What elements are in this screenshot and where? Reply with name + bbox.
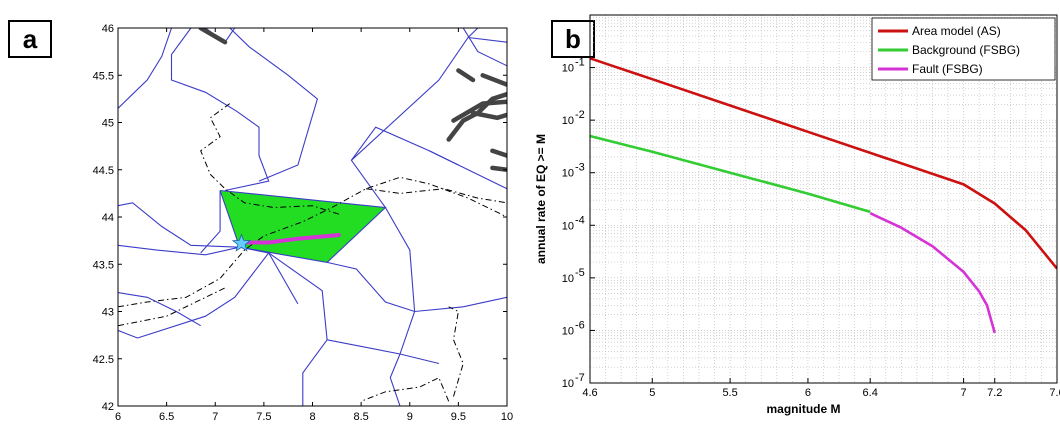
legend-entry: Background (FSBG) [912,43,1020,57]
zone-boundary-line [326,261,507,313]
x-tick-label: 4.6 [582,387,597,399]
zone-boundary-line [468,36,507,43]
zone-boundary-line [302,339,328,406]
y-tick-exponent: -3 [575,162,585,174]
source-zone-polygon [220,190,386,263]
rate-axes-frame [589,14,1058,384]
zone-boundary-line [384,207,416,355]
x-tick-label: 7.6 [1049,387,1060,399]
zone-boundary-line [351,28,479,161]
y-tick-label: 10 [562,273,574,285]
y-tick-exponent: -2 [575,109,585,121]
y-tick-label: 44 [102,212,114,224]
y-tick-label: 10 [562,115,574,127]
zone-boundary-line [428,150,459,166]
x-tick-label: 7.2 [987,387,1002,399]
y-tick-exponent: -7 [575,372,585,384]
epicenter-star [231,233,252,252]
x-tick-label: 5.5 [722,387,737,399]
y-tick-label: 43.5 [93,259,114,271]
y-tick-label: 10 [562,168,574,180]
fault-trace [237,233,341,245]
legend-entry: Area model (AS) [912,24,1001,38]
series-line [590,57,1057,270]
zone-boundary-line [118,329,138,339]
zone-boundary-line [326,339,440,365]
grid [590,15,1057,383]
y-tick-label: 45.5 [93,70,114,82]
fault-line [198,28,228,45]
fault-line [451,99,507,123]
x-tick-label: 7.5 [256,411,271,423]
coastline [360,377,450,402]
zone-boundary-line [268,252,299,305]
fault-line [470,110,507,121]
x-tick-label: 5 [649,387,655,399]
zone-boundary-line [137,252,270,339]
series-line [590,134,871,214]
legend: Area model (AS) Background (FSBG) Fault (F… [871,17,1056,81]
fault-line [490,148,507,158]
map-plot-area [118,28,507,406]
x-tick-label: 7 [212,411,218,423]
y-tick-label: 44.5 [93,165,114,177]
x-tick-label: 8.5 [353,411,368,423]
x-tick-label: 8 [309,411,315,423]
coastline [448,306,464,397]
x-tick-label: 6 [115,411,121,423]
zone-boundary-line [118,244,240,256]
y-tick-label: 10 [562,63,574,75]
zone-boundary-line [389,353,401,406]
y-tick-label: 43 [102,307,114,319]
x-tick-label: 6.4 [863,387,878,399]
y-tick-exponent: -5 [575,267,585,279]
fault-line [480,73,507,87]
series-line [869,212,996,334]
zone-boundary-line [239,246,328,340]
y-tick-exponent: -6 [575,319,585,331]
zone-boundary-line [118,28,173,109]
y-tick-label: 45 [102,118,114,130]
panel-label-a: a [8,20,52,58]
zone-boundary-line [118,202,240,248]
x-tick-label: 10 [501,411,513,423]
zone-boundary-line [200,190,221,254]
x-tick-label: 9.5 [451,411,466,423]
map-chart: 6 6.5 7 7.5 8 8.5 9 9.5 10 42 42.5 43 43.5 44 44.5 45 45… [93,23,514,423]
x-tick-label: 7 [961,387,967,399]
y-tick-exponent: -4 [575,214,585,226]
x-axis-label: magnitude M [767,402,841,416]
y-tick-label: 42 [102,401,114,413]
rate-plot-area [590,57,1057,334]
zone-boundary-line [462,28,507,67]
legend-box [871,17,1056,81]
zone-boundary-line [229,28,319,182]
y-tick-label: 10 [562,378,574,390]
y-tick-label: 10 [562,220,574,232]
fault-line [456,68,476,83]
coastline [118,176,507,308]
coastline [365,188,507,204]
y-tick-label: 10 [562,325,574,337]
zone-boundary-line [118,292,201,327]
legend-entry: Fault (FSBG) [912,62,983,76]
y-tick-label: 42.5 [93,354,114,366]
y-tick-exponent: -1 [575,57,585,69]
x-tick-label: 6.5 [159,411,174,423]
x-tick-label: 9 [407,411,413,423]
panel-label-b: b [551,20,595,58]
zone-boundary-line [170,28,270,192]
y-tick-label: 46 [102,23,114,35]
coastline [118,287,226,327]
x-tick-label: 6 [805,387,811,399]
